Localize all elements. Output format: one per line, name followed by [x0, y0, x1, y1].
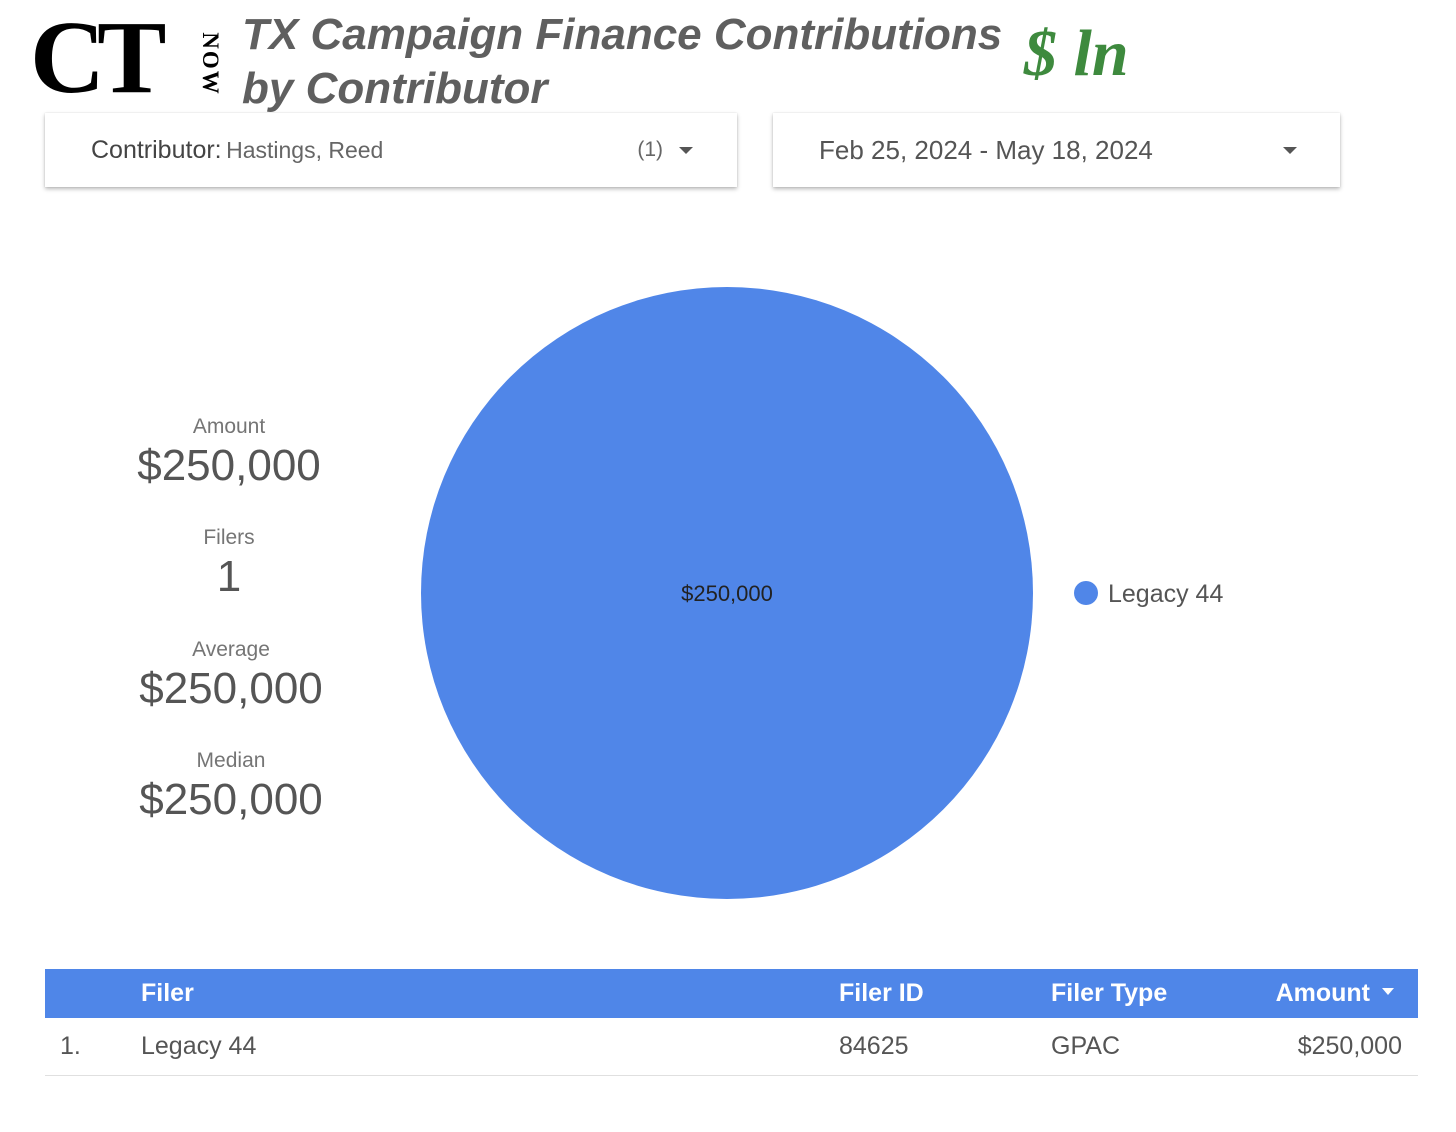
date-range-value: Feb 25, 2024 - May 18, 2024 — [819, 134, 1153, 165]
brand-mark: $ ln — [1024, 17, 1129, 90]
metric-median-label: Median — [196, 749, 266, 772]
column-header-amount[interactable]: Amount — [1276, 969, 1394, 1018]
logo: CT NOW — [30, 0, 223, 115]
metric-amount: Amount $250,000 — [99, 414, 359, 492]
column-header-amount-label: Amount — [1275, 979, 1370, 1007]
page-title-line-2: by Contributor — [242, 64, 548, 113]
date-range-dropdown[interactable]: Feb 25, 2024 - May 18, 2024 — [773, 113, 1340, 187]
cell-amount: $250,000 — [1297, 1032, 1402, 1060]
contributor-filter-label: Contributor: — [91, 135, 222, 164]
column-header-filer-id[interactable]: Filer ID — [839, 979, 924, 1007]
table-header: Filer Filer ID Filer Type Amount — [45, 969, 1418, 1018]
metric-filers-label: Filers — [203, 526, 255, 549]
pie-slice-label: $250,000 — [681, 581, 773, 606]
pie-chart: $250,000 Legacy 44 — [421, 287, 1223, 899]
contributor-selected-count: (1) — [637, 138, 663, 161]
column-header-filer-type[interactable]: Filer Type — [1051, 979, 1168, 1007]
metric-median-value: $250,000 — [139, 775, 323, 824]
legend-label[interactable]: Legacy 44 — [1108, 580, 1223, 608]
contributor-filter-dropdown[interactable]: Contributor: Hastings, Reed (1) — [45, 113, 737, 187]
column-header-filer[interactable]: Filer — [141, 979, 194, 1007]
metric-average-value: $250,000 — [139, 664, 323, 713]
pie-slice[interactable] — [421, 287, 1033, 899]
cell-filer-id: 84625 — [839, 1032, 909, 1060]
page-title-line-1: TX Campaign Finance Contributions — [242, 10, 1003, 59]
page-title: TX Campaign Finance Contributions by Con… — [242, 8, 1002, 116]
metric-average: Average $250,000 — [101, 637, 361, 715]
table-row[interactable]: 1. Legacy 44 84625 GPAC $250,000 — [45, 1018, 1418, 1076]
chevron-down-icon[interactable] — [1283, 147, 1297, 154]
metric-median: Median $250,000 — [101, 748, 361, 826]
filer-table: Filer Filer ID Filer Type Amount 1. Lega… — [45, 969, 1418, 1076]
metric-filers-value: 1 — [216, 552, 242, 601]
chevron-down-icon[interactable] — [679, 147, 693, 154]
legend-marker[interactable] — [1074, 581, 1098, 605]
row-index: 1. — [60, 1032, 81, 1060]
metric-average-label: Average — [192, 638, 270, 661]
sort-descending-icon — [1382, 987, 1394, 995]
metric-amount-value: $250,000 — [137, 441, 321, 490]
cell-filer: Legacy 44 — [141, 1032, 257, 1060]
metric-amount-label: Amount — [192, 415, 266, 438]
cell-filer-type: GPAC — [1051, 1032, 1120, 1060]
metric-filers: Filers 1 — [99, 525, 359, 603]
contributor-filter-value: Hastings, Reed — [226, 136, 384, 163]
logo-mark: CT — [30, 0, 167, 115]
